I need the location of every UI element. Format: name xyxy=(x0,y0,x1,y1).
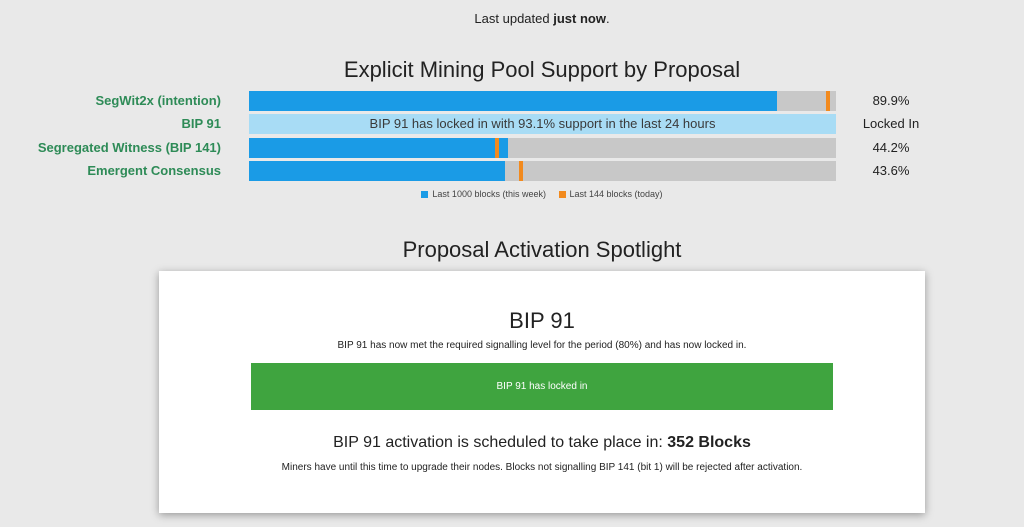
activation-schedule-label: BIP 91 activation is scheduled to take p… xyxy=(333,434,668,451)
spotlight-proposal-heading: BIP 91 xyxy=(509,308,575,333)
locked-in-bar-bip91: BIP 91 has locked in with 93.1% support … xyxy=(249,114,836,134)
proposal-label-segwit2x[interactable]: SegWit2x (intention) xyxy=(95,93,221,108)
today-support-marker xyxy=(494,138,499,158)
proposal-row-segwit2x: SegWit2x (intention) 89.9% xyxy=(0,91,1024,111)
last-updated-suffix: . xyxy=(605,11,610,26)
legend-label-today: Last 144 blocks (today) xyxy=(569,189,663,199)
support-value-bip91: Locked In xyxy=(862,116,920,131)
last-updated-value: just now xyxy=(553,11,606,26)
activation-blocks-remaining: 352 Blocks xyxy=(667,434,751,451)
proposal-label-segwit[interactable]: Segregated Witness (BIP 141) xyxy=(37,140,221,155)
support-section-title: Explicit Mining Pool Support by Proposal xyxy=(343,57,741,82)
legend-item-today: Last 144 blocks (today) xyxy=(558,189,663,199)
proposal-label-emergent-consensus[interactable]: Emergent Consensus xyxy=(87,163,221,178)
support-value-segwit2x: 89.9% xyxy=(872,93,910,108)
support-bar-segwit xyxy=(249,138,836,158)
legend-item-week: Last 1000 blocks (this week) xyxy=(421,189,546,199)
week-support-fill xyxy=(249,138,509,158)
today-support-marker xyxy=(518,161,523,181)
support-legend: Last 1000 blocks (this week) Last 144 bl… xyxy=(0,189,1024,199)
spotlight-section-title: Proposal Activation Spotlight xyxy=(402,237,682,262)
legend-swatch-today xyxy=(558,191,566,198)
today-support-marker xyxy=(825,91,830,111)
spotlight-card: BIP 91 BIP 91 has now met the required s… xyxy=(159,271,925,513)
upgrade-note: Miners have until this time to upgrade t… xyxy=(281,462,803,473)
last-updated-prefix: Last updated xyxy=(474,11,554,26)
proposal-row-bip91: BIP 91 BIP 91 has locked in with 93.1% s… xyxy=(0,114,1024,134)
week-support-fill xyxy=(249,91,777,111)
support-bar-emergent-consensus xyxy=(249,161,836,181)
spotlight-description: BIP 91 has now met the required signalli… xyxy=(337,340,747,351)
locked-in-status-bar: BIP 91 has locked in xyxy=(251,363,833,410)
support-value-segwit: 44.2% xyxy=(872,140,910,155)
support-value-emergent-consensus: 43.6% xyxy=(872,163,910,178)
legend-swatch-week xyxy=(421,191,429,198)
proposal-label-bip91[interactable]: BIP 91 xyxy=(181,116,221,131)
last-updated-status: Last updated just now. xyxy=(0,11,1024,26)
support-bar-segwit2x xyxy=(249,91,836,111)
proposal-row-emergent-consensus: Emergent Consensus 43.6% xyxy=(0,161,1024,181)
week-support-fill xyxy=(249,161,505,181)
legend-label-week: Last 1000 blocks (this week) xyxy=(432,189,546,199)
proposal-row-segwit: Segregated Witness (BIP 141) 44.2% xyxy=(0,138,1024,158)
activation-schedule: BIP 91 activation is scheduled to take p… xyxy=(159,434,925,452)
